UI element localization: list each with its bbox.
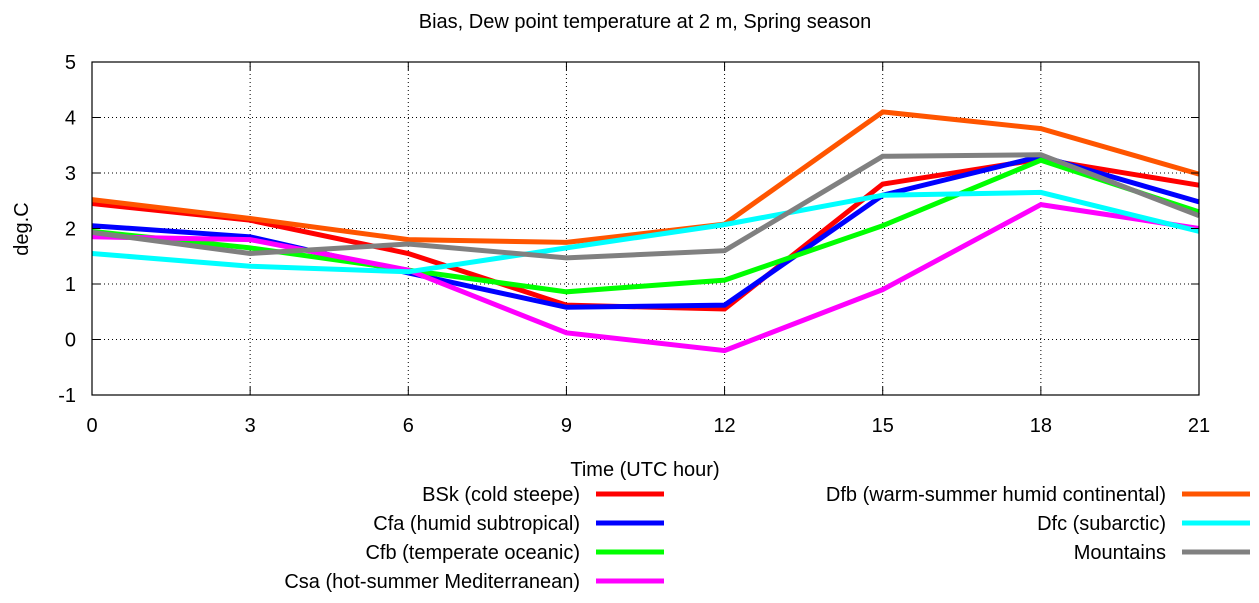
legend-label: BSk (cold steepe): [422, 484, 580, 506]
series-line-5: [91, 109, 1200, 245]
x-tick-label: 6: [403, 415, 414, 437]
x-tick-label: 3: [245, 415, 256, 437]
x-axis-label: Time (UTC hour): [570, 459, 719, 481]
legend: BSk (cold steepe) Cfa (humid subtropical)…: [284, 484, 1250, 593]
legend-label: Dfb (warm-summer humid continental): [826, 484, 1166, 506]
y-tick-label: 3: [65, 163, 76, 185]
series-line-7: [91, 152, 1200, 261]
x-tick-label: 9: [561, 415, 572, 437]
y-axis-label: deg.C: [11, 202, 33, 255]
series-line-3: [91, 157, 1200, 295]
legend-label: Cfb (temperate oceanic): [365, 542, 580, 564]
grid-lines: [92, 62, 1199, 395]
x-tick-label: 21: [1188, 415, 1210, 437]
series-lines: [91, 109, 1200, 354]
x-tick-label: 0: [86, 415, 97, 437]
y-tick-label: -1: [58, 385, 76, 407]
legend-label: Cfa (humid subtropical): [373, 513, 580, 535]
series-line-6: [91, 189, 1200, 275]
x-tick-label: 12: [713, 415, 735, 437]
series-line-4: [91, 202, 1200, 354]
legend-label: Mountains: [1074, 542, 1166, 564]
chart-title: Bias, Dew point temperature at 2 m, Spri…: [419, 11, 871, 33]
y-tick-label: 1: [65, 274, 76, 296]
y-tick-label: 2: [65, 219, 76, 241]
y-tick-label: 0: [65, 330, 76, 352]
x-tick-label: 18: [1030, 415, 1052, 437]
x-tick-label: 15: [872, 415, 894, 437]
y-tick-label: 4: [65, 108, 76, 130]
legend-label: Csa (hot-summer Mediterranean): [284, 571, 580, 593]
legend-label: Dfc (subarctic): [1037, 513, 1166, 535]
y-tick-label: 5: [65, 52, 76, 74]
